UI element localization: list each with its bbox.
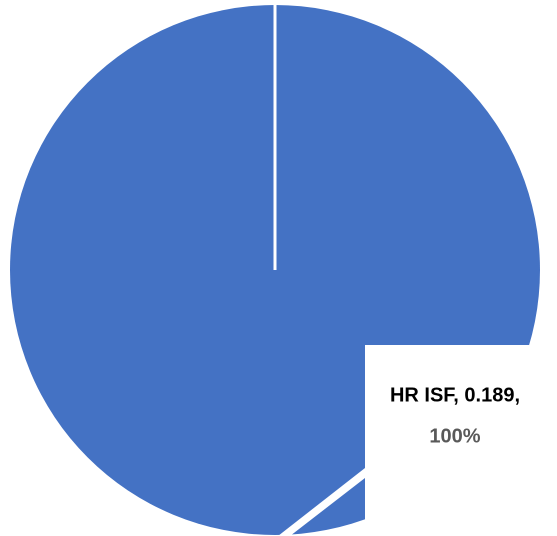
- data-label: HR ISF, 0.189,: [390, 384, 520, 406]
- leader-line: [278, 468, 365, 536]
- data-labels: HR ISF, 0.189, 100%: [278, 345, 557, 536]
- percent-label: 100%: [429, 425, 480, 447]
- label-box: [365, 345, 557, 536]
